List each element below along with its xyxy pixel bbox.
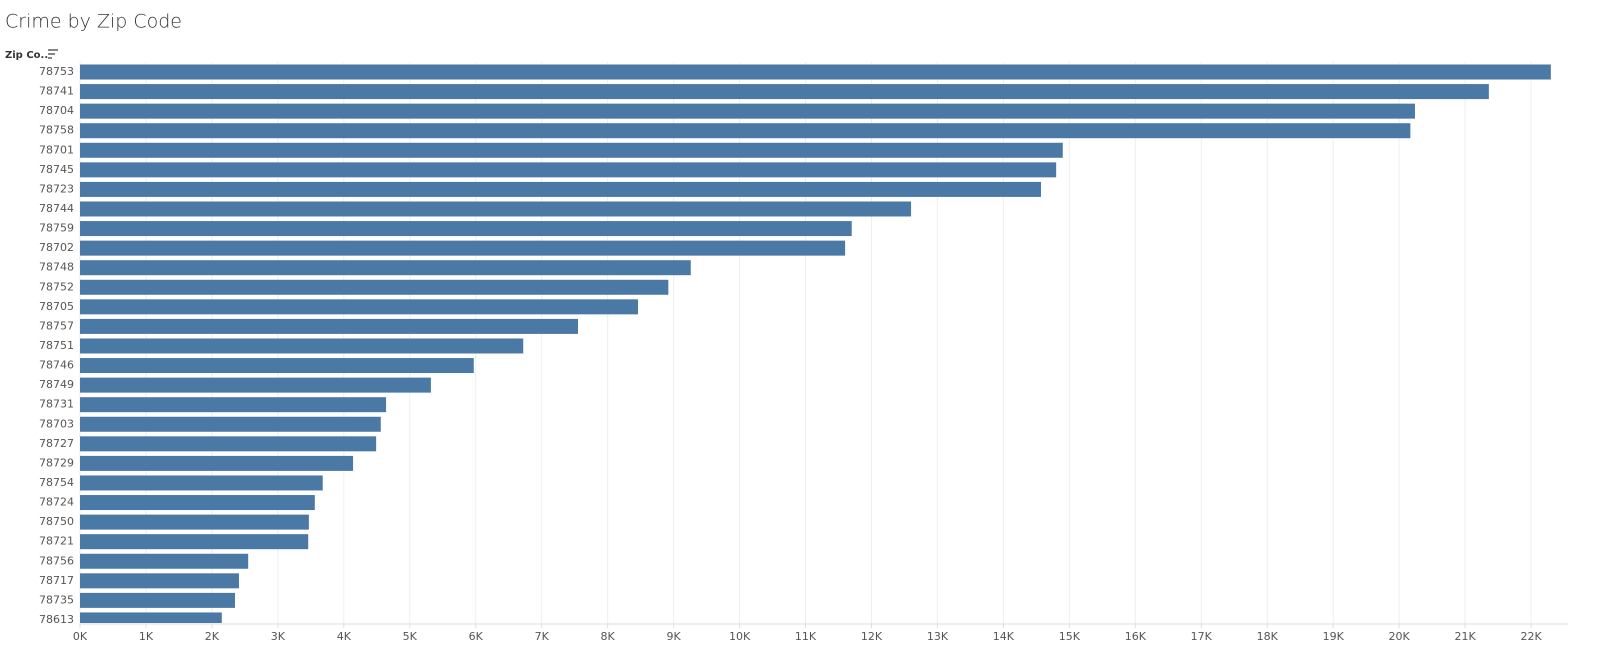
x-tick-label: 1K — [139, 630, 154, 643]
bar — [80, 201, 912, 217]
x-tick-label: 4K — [337, 630, 352, 643]
bar — [80, 299, 638, 315]
bar — [80, 612, 222, 623]
x-tick-label: 18K — [1257, 630, 1279, 643]
x-tick-label: 10K — [729, 630, 751, 643]
y-tick-label: 78741 — [39, 85, 74, 98]
bar — [80, 64, 1551, 80]
y-tick-label: 78752 — [39, 280, 74, 293]
x-tick-label: 11K — [795, 630, 817, 643]
y-tick-label: 78744 — [39, 202, 74, 215]
x-tick-label: 2K — [205, 630, 220, 643]
x-tick-label: 13K — [927, 630, 949, 643]
y-tick-label: 78729 — [39, 456, 74, 469]
x-tick-label: 3K — [271, 630, 286, 643]
bar — [80, 436, 377, 452]
y-tick-label: 78703 — [39, 417, 74, 430]
y-tick-label: 78758 — [39, 124, 74, 137]
y-tick-label: 78717 — [39, 574, 74, 587]
y-tick-label: 78724 — [39, 496, 74, 509]
x-axis-ticks: 0K 1K 2K 3K 4K 5K 6K 7K 8K 9K 10K 11K 12K 13K 14K 15K 16… — [73, 624, 1542, 643]
bar — [80, 475, 323, 491]
y-tick-label: 78754 — [39, 476, 74, 489]
y-tick-label: 78759 — [39, 222, 74, 235]
bar — [80, 573, 239, 589]
x-tick-label: 16K — [1125, 630, 1147, 643]
y-tick-label: 78757 — [39, 319, 74, 332]
bar — [80, 495, 315, 511]
bar — [80, 377, 431, 393]
y-tick-label: 78745 — [39, 163, 74, 176]
bar — [80, 142, 1063, 158]
bar — [80, 123, 1411, 139]
bar — [80, 260, 691, 276]
y-tick-label: 78702 — [39, 241, 74, 254]
y-tick-label: 78753 — [39, 65, 74, 78]
y-tick-label: 78705 — [39, 300, 74, 313]
y-tick-label: 78727 — [39, 437, 74, 450]
y-tick-label: 78723 — [39, 182, 74, 195]
x-tick-label: 17K — [1191, 630, 1213, 643]
bar — [80, 455, 354, 471]
y-tick-label: 78750 — [39, 515, 74, 528]
bar — [80, 181, 1041, 197]
x-tick-label: 22K — [1520, 630, 1542, 643]
x-tick-label: 19K — [1323, 630, 1345, 643]
plot-area: 78753 78741 78704 78758 78701 78745 78723 78744… — [39, 64, 1551, 626]
y-tick-label: 78701 — [39, 143, 74, 156]
bar — [80, 162, 1057, 178]
y-tick-label: 78748 — [39, 261, 74, 274]
bar — [80, 103, 1415, 119]
x-tick-label: 0K — [73, 630, 88, 643]
y-tick-label: 78721 — [39, 535, 74, 548]
x-tick-label: 14K — [993, 630, 1015, 643]
x-tick-label: 6K — [469, 630, 484, 643]
bar — [80, 416, 381, 432]
x-tick-label: 20K — [1389, 630, 1411, 643]
bar — [80, 279, 669, 295]
y-axis-label: Zip Co.. — [5, 50, 48, 61]
bar — [80, 84, 1489, 100]
bar — [80, 358, 474, 374]
x-tick-label: 8K — [601, 630, 616, 643]
bar — [80, 318, 578, 334]
bar — [80, 240, 846, 256]
sort-icon[interactable] — [48, 49, 58, 59]
bar — [80, 397, 387, 413]
y-tick-label: 78756 — [39, 554, 74, 567]
y-tick-label: 78731 — [39, 398, 74, 411]
x-tick-label: 15K — [1059, 630, 1081, 643]
y-tick-label: 78746 — [39, 359, 74, 372]
bar — [80, 221, 852, 237]
y-tick-label: 78749 — [39, 378, 74, 391]
bar — [80, 338, 524, 354]
bar — [80, 592, 235, 608]
x-tick-label: 5K — [403, 630, 418, 643]
y-tick-label: 78735 — [39, 593, 74, 606]
y-tick-label: 78704 — [39, 104, 74, 117]
y-tick-label: 78613 — [39, 613, 74, 626]
x-tick-label: 12K — [861, 630, 883, 643]
bar — [80, 514, 309, 530]
x-tick-label: 7K — [535, 630, 550, 643]
chart-title: Crime by Zip Code — [5, 11, 182, 33]
bar — [80, 553, 249, 569]
bar — [80, 534, 309, 550]
x-tick-label: 21K — [1454, 630, 1476, 643]
x-tick-label: 9K — [667, 630, 682, 643]
y-tick-label: 78751 — [39, 339, 74, 352]
